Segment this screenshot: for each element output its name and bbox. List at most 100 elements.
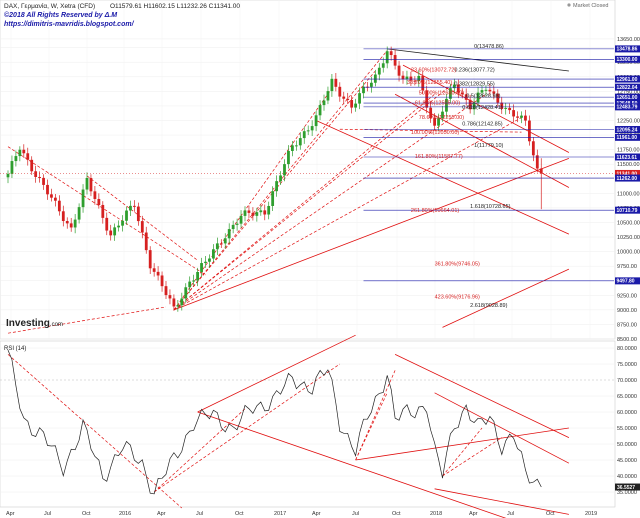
candle-body <box>445 98 448 112</box>
candle-body <box>429 107 433 118</box>
price-pane <box>0 0 616 340</box>
candle-body <box>223 238 227 244</box>
candle-body <box>322 100 326 106</box>
rsi-solid-trendlines <box>197 334 570 518</box>
price-tag <box>615 153 640 161</box>
price-tag <box>615 133 640 141</box>
time-tick-label: Apr <box>6 511 15 517</box>
time-tick-label: Jul <box>507 511 514 517</box>
ohlc-readout: O11579.61 H11602.15 L11232.26 C11341.00 <box>110 3 240 10</box>
candle-body <box>512 110 515 117</box>
candle-body <box>528 120 531 142</box>
candle-body <box>283 164 286 176</box>
candle-body <box>73 219 77 228</box>
solid-trendline <box>442 268 570 328</box>
candle-body <box>373 74 377 83</box>
candle-body <box>381 63 385 68</box>
candle-body <box>180 298 184 306</box>
time-tick-label: Oct <box>235 511 244 517</box>
candle-body <box>405 76 409 80</box>
rsi-value-tag: 36.5527 <box>615 483 640 491</box>
candle-body <box>192 280 196 282</box>
candle-body <box>156 271 160 276</box>
candle-body <box>259 210 263 213</box>
candle-body <box>235 223 239 225</box>
candle-body <box>10 161 14 174</box>
dashed-trendline <box>86 175 198 261</box>
candle-body <box>350 99 354 108</box>
fib-labels: 0(13478.86) 0.236(13077.72) 0.382(12829.55… <box>407 44 511 309</box>
candle-body <box>504 107 508 109</box>
rsi-solid-trendline <box>394 354 570 438</box>
price-tag-label: 12483.79 <box>617 105 638 111</box>
candle-body <box>488 89 492 92</box>
dashed-trendline <box>173 93 487 311</box>
rsi-tick-label: 80.0000 <box>617 346 637 352</box>
candle-body <box>85 177 89 190</box>
candle-body <box>275 181 278 192</box>
rsi-dashed-trendline <box>153 363 340 493</box>
rsi-solid-trendline <box>434 392 570 464</box>
candle-body <box>14 156 18 162</box>
dashed-trendline <box>173 82 455 311</box>
price-tick-label: 12250.00 <box>617 118 640 124</box>
price-tag-label: 12822.04 <box>617 85 638 91</box>
candle-body <box>219 243 223 245</box>
candle-body <box>176 305 180 307</box>
candle-body <box>69 223 73 228</box>
fib-label: 38.20%(12855.40) <box>407 80 452 86</box>
price-tick-label: 13650.00 <box>617 37 640 43</box>
rsi-dashed-trendlines <box>7 354 502 509</box>
candle-body <box>492 91 496 94</box>
instrument-title: DAX, Γερμανία, W, Xetra (CFD) <box>4 2 95 10</box>
candle-body <box>354 103 357 108</box>
brand-suffix: .com <box>50 322 63 328</box>
candle-body <box>476 92 480 103</box>
fib-label: 1(11779.10) <box>474 143 503 149</box>
price-tick-label: 9000.00 <box>617 308 637 314</box>
candle-body <box>208 258 211 262</box>
rsi-dashed-trendline <box>442 427 483 477</box>
time-tick-label: Apr <box>469 511 478 517</box>
candle-body <box>531 141 535 156</box>
rsi-tick-label: 65.0000 <box>617 394 637 400</box>
price-grid <box>0 0 615 507</box>
fib-label: 1.618(10728.65) <box>470 204 511 210</box>
rsi-tag-box <box>615 483 640 491</box>
price-tag <box>615 103 640 111</box>
candle-body <box>168 295 172 299</box>
fib-label: 78.60%(12255.00) <box>419 115 464 121</box>
candle-body <box>121 220 124 226</box>
rsi-tick-label: 45.0000 <box>617 458 637 464</box>
price-tick-label: 13250.00 <box>617 60 640 66</box>
time-tick-label: Jul <box>352 511 359 517</box>
dashed-trendline <box>173 117 522 311</box>
fib-label: 361.80%(9746.05) <box>435 261 480 267</box>
candle-body <box>42 177 45 185</box>
candle-body <box>136 206 140 222</box>
price-tag <box>615 83 640 91</box>
solid-trendline <box>402 64 570 153</box>
candle-body <box>362 86 365 94</box>
rsi-tick-label: 70.0000 <box>617 378 637 384</box>
candle-body <box>105 217 109 231</box>
price-tag-label: 11262.00 <box>617 176 638 182</box>
price-tick-label: 8750.00 <box>617 322 637 328</box>
price-tag-label: 13478.86 <box>617 47 638 53</box>
candle-body <box>144 232 148 251</box>
price-tag-label: 11961.00 <box>617 135 638 141</box>
fib-label: 261.80%(10664.01) <box>411 208 459 214</box>
dashed-trendline <box>7 306 167 334</box>
candle-body <box>125 210 128 221</box>
time-tick-label: Oct <box>82 511 91 517</box>
candle-body <box>46 184 49 195</box>
rsi-solid-trendline <box>197 334 356 413</box>
fib-label: 23.60%(13072.72) <box>411 68 456 74</box>
blog-url: https://dimitris-mavridis.blogspot.com/ <box>4 21 135 28</box>
dashed-trendline <box>173 88 333 311</box>
candle-body <box>239 215 243 224</box>
candle-body <box>57 200 61 212</box>
candle-body <box>113 227 117 236</box>
candle-body <box>520 115 523 118</box>
price-tag-label: 11623.61 <box>617 155 638 161</box>
